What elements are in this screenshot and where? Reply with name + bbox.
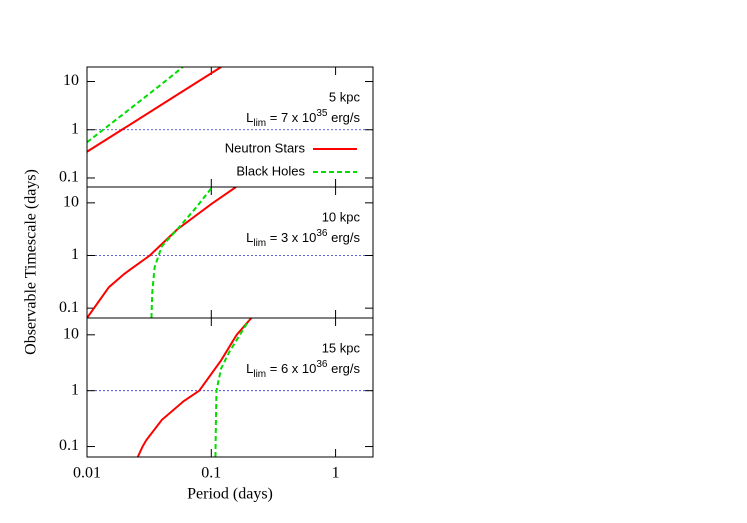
series-line	[214, 320, 250, 457]
panel-frame	[86, 186, 374, 319]
series-line	[150, 187, 214, 318]
x-tick-label: 0.01	[73, 465, 101, 482]
annotation-title: 5 kpc	[329, 89, 361, 104]
unit: erg/s	[327, 110, 360, 125]
y-tick-label: 0.1	[59, 169, 79, 186]
subscript: lim	[253, 118, 266, 129]
panel-frame	[86, 66, 374, 188]
symbol: L	[246, 230, 253, 245]
symbol: L	[246, 361, 253, 376]
annotation-title: 15 kpc	[322, 340, 361, 355]
y-tick-label: 10	[63, 72, 79, 89]
annotation-label: Llim = 7 x 1035 erg/s	[246, 108, 360, 129]
series-line	[87, 187, 237, 318]
expression: = 3 x 10	[266, 230, 316, 245]
superscript: 36	[316, 228, 328, 239]
legend-label: Black Holes	[236, 163, 305, 178]
annotation-label: Llim = 6 x 1036 erg/s	[246, 359, 360, 380]
y-tick-label: 1	[71, 246, 79, 263]
y-tick-label: 1	[71, 381, 79, 398]
expression: = 7 x 10	[266, 110, 316, 125]
series-line	[136, 318, 253, 457]
panel-frame	[86, 317, 374, 458]
unit: erg/s	[327, 230, 360, 245]
x-axis-label: Period (days)	[187, 486, 273, 503]
subscript: lim	[253, 369, 266, 380]
y-tick-label: 10	[63, 325, 79, 342]
y-tick-label: 1	[71, 120, 79, 137]
y-tick-label: 0.1	[59, 299, 79, 316]
plot-area	[87, 67, 222, 153]
plot-area	[136, 318, 253, 457]
y-tick-label: 0.1	[59, 437, 79, 454]
series-line	[87, 67, 222, 153]
legend-label: Neutron Stars	[225, 140, 306, 155]
superscript: 36	[316, 359, 328, 370]
y-tick-label: 10	[63, 194, 79, 211]
y-axis-label: Observable Timescale (days)	[23, 169, 40, 355]
x-tick-label: 0.1	[201, 465, 221, 482]
unit: erg/s	[327, 361, 360, 376]
annotation-title: 10 kpc	[322, 209, 361, 224]
series-line	[87, 67, 184, 144]
superscript: 35	[316, 108, 328, 119]
subscript: lim	[253, 238, 266, 249]
x-tick-label: 1	[332, 465, 340, 482]
expression: = 6 x 10	[266, 361, 316, 376]
symbol: L	[246, 110, 253, 125]
plot-area	[87, 187, 237, 318]
annotation-label: Llim = 3 x 1036 erg/s	[246, 228, 360, 249]
